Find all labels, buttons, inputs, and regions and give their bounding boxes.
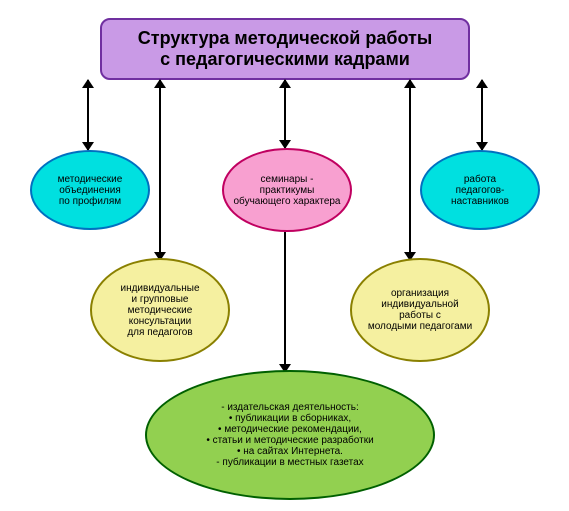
node-line: по профилям [58, 196, 123, 207]
node-line: работы с [368, 310, 472, 321]
node-line: молодыми педагогами [368, 321, 472, 332]
arrow-head-up-icon [476, 79, 488, 88]
node-line: и групповые [120, 294, 199, 305]
diagram-canvas: { "header": { "line1": "Структура методи… [0, 0, 569, 511]
title-line2: с педагогическими кадрами [112, 49, 458, 70]
node-line: консультации [120, 316, 199, 327]
node-line: индивидуальные [120, 283, 199, 294]
node2-text: семинары -практикумыобучающего характера [234, 174, 341, 207]
node4-text: индивидуальныеи групповыеметодическиекон… [120, 283, 199, 338]
node4: индивидуальныеи групповыеметодическиекон… [90, 258, 230, 362]
node-line: педагогов- [451, 185, 509, 196]
node2: семинары -практикумыобучающего характера [222, 148, 352, 232]
node-line: работа [451, 174, 509, 185]
bottom-list-item: методические рекомендации, [206, 424, 373, 435]
node3: работапедагогов-наставников [420, 150, 540, 230]
node-line: организация [368, 288, 472, 299]
node-line: методические [58, 174, 123, 185]
bottom-content: - издательская деятельность: публикации … [206, 402, 373, 468]
node1: методическиеобъединенияпо профилям [30, 150, 150, 230]
arrow-head-up-icon [154, 79, 166, 88]
node5: организацияиндивидуальнойработы смолодым… [350, 258, 490, 362]
node-line: для педагогов [120, 327, 199, 338]
arrow-line [284, 80, 286, 148]
node-line: методические [120, 305, 199, 316]
node-line: индивидуальной [368, 299, 472, 310]
bottom-list-item: статьи и методические разработки [206, 435, 373, 446]
arrow-line [409, 80, 411, 260]
arrow-line [481, 80, 483, 150]
arrow-line [87, 80, 89, 150]
arrow-line [284, 232, 286, 372]
node-line: объединения [58, 185, 123, 196]
node-line: обучающего характера [234, 196, 341, 207]
node5-text: организацияиндивидуальнойработы смолодым… [368, 288, 472, 332]
bottom-list: публикации в сборниках,методические реко… [206, 413, 373, 457]
node3-text: работапедагогов-наставников [451, 174, 509, 207]
bottom-footer: - публикации в местных газетах [206, 457, 373, 468]
arrow-head-up-icon [279, 79, 291, 88]
bottom-ellipse: - издательская деятельность: публикации … [145, 370, 435, 500]
node-line: практикумы [234, 185, 341, 196]
arrow-head-up-icon [404, 79, 416, 88]
node-line: семинары - [234, 174, 341, 185]
arrow-head-up-icon [82, 79, 94, 88]
title-line1: Структура методической работы [112, 28, 458, 49]
arrow-line [159, 80, 161, 260]
diagram-title-box: Структура методической работы с педагоги… [100, 18, 470, 80]
node1-text: методическиеобъединенияпо профилям [58, 174, 123, 207]
bottom-list-item: публикации в сборниках, [206, 413, 373, 424]
bottom-list-item: на сайтах Интернета. [206, 446, 373, 457]
node-line: наставников [451, 196, 509, 207]
bottom-title: - издательская деятельность: [206, 402, 373, 413]
